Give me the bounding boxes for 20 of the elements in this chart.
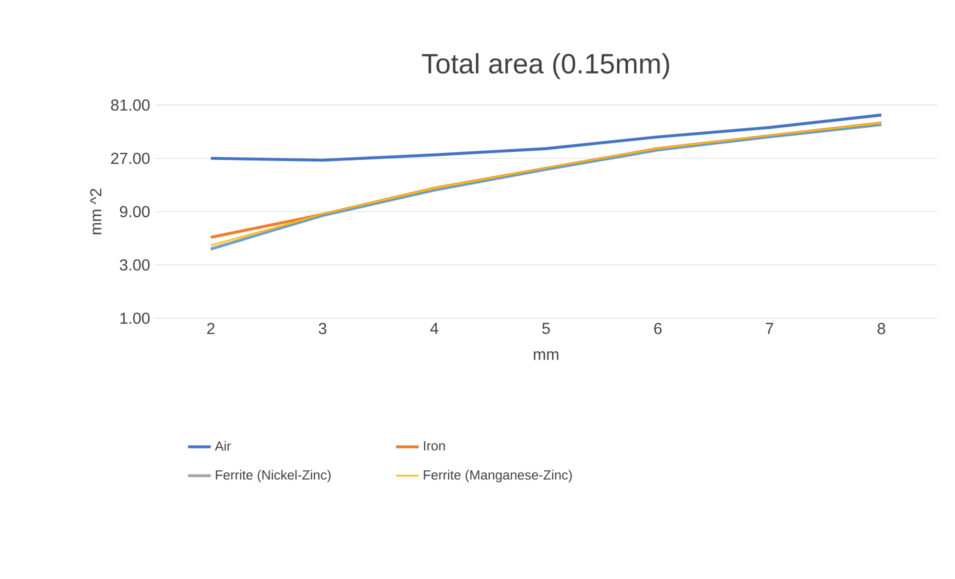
x-tick-label: 2 (207, 322, 214, 334)
legend-label: Air (214, 441, 231, 451)
chart-title: Total area (0.15mm) (422, 53, 670, 80)
legend-label: Iron (424, 441, 445, 451)
y-tick-label: 3.00 (120, 259, 150, 271)
x-tick-label: 3 (318, 322, 326, 334)
x-tick-label: 7 (766, 322, 774, 334)
x-axis-title: mm (534, 351, 558, 360)
legend-label: Ferrite (Nickel-Zinc) (216, 470, 331, 482)
x-tick-label: 6 (654, 322, 662, 334)
y-tick-label: 9.00 (120, 206, 150, 218)
legend-label: Ferrite (Manganese-Zinc) (424, 470, 572, 482)
line-series (209, 114, 883, 162)
x-tick-label: 4 (430, 322, 438, 334)
y-axis-title: mm ^2 (90, 188, 102, 234)
x-tick-label: 5 (542, 322, 550, 334)
x-tick-label: 8 (878, 322, 886, 334)
y-tick-label: 81.00 (111, 99, 150, 111)
y-tick-label: 1.00 (120, 312, 150, 324)
y-tick-label: 27.00 (111, 152, 150, 164)
